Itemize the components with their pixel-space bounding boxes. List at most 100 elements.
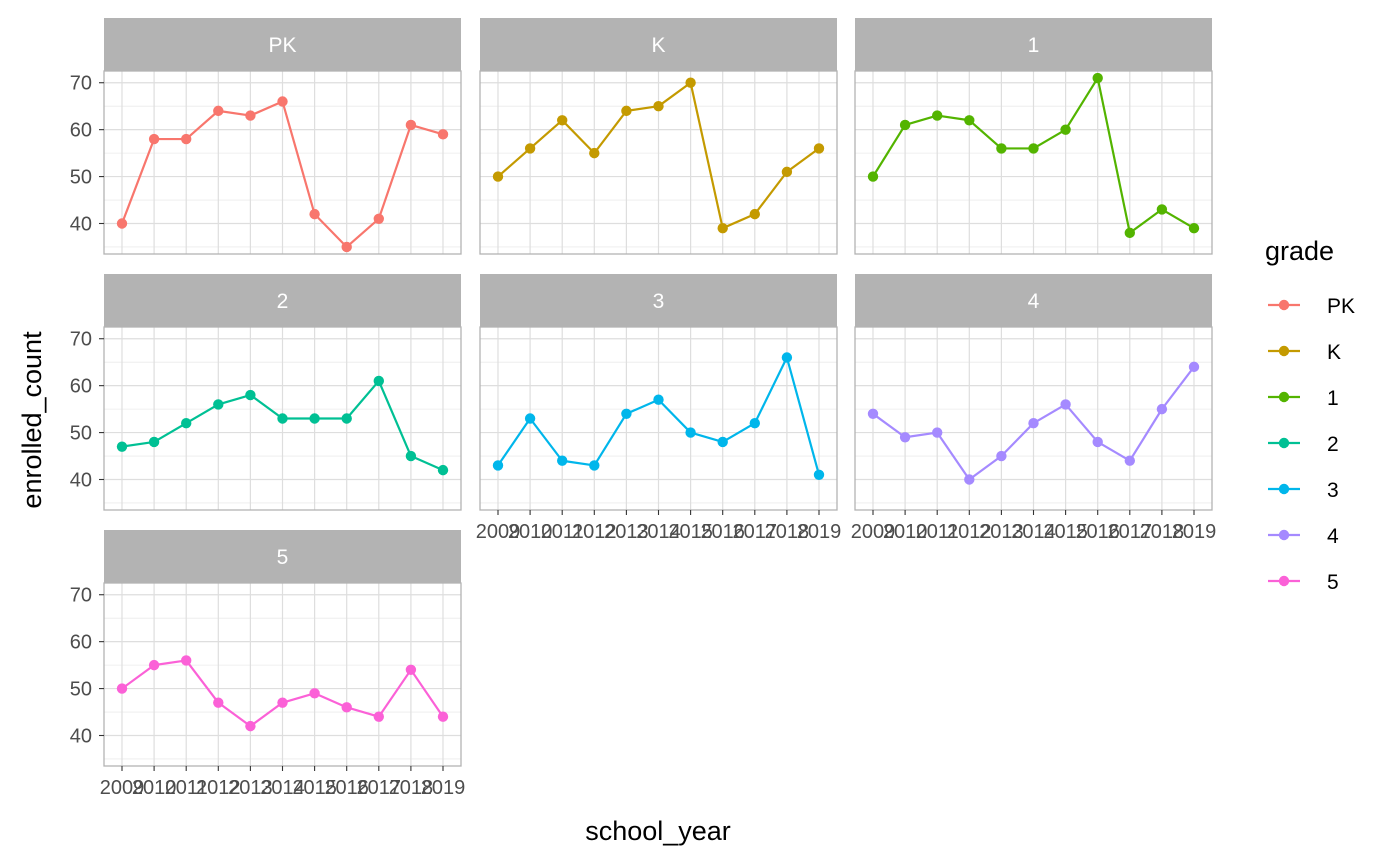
data-point — [621, 105, 632, 117]
facet-panel-K: K — [479, 18, 838, 255]
data-point — [899, 432, 911, 443]
data-point — [309, 688, 320, 699]
x-tick-label: 2016 — [1075, 521, 1120, 543]
x-tick-label: 2009 — [476, 521, 521, 543]
x-tick-label: 2012 — [572, 521, 617, 543]
data-point — [653, 394, 664, 405]
data-point — [437, 711, 449, 722]
facet-strip-label: 1 — [1028, 34, 1040, 57]
x-tick-label: 2011 — [916, 521, 959, 543]
data-point — [524, 413, 536, 424]
y-tick-label: 40 — [70, 726, 92, 748]
data-point — [1060, 399, 1071, 410]
data-point — [148, 659, 160, 671]
facet-strip — [104, 18, 461, 71]
facet-strip-label: 4 — [1028, 290, 1040, 313]
data-point — [964, 115, 975, 126]
data-point — [181, 133, 192, 145]
x-tick-label: 2014 — [636, 521, 681, 543]
data-point — [781, 352, 793, 363]
legend-key-point — [1278, 391, 1290, 403]
data-point — [341, 241, 352, 253]
data-point — [1092, 436, 1103, 448]
data-point — [899, 119, 911, 131]
data-point — [437, 129, 449, 140]
data-point — [245, 110, 256, 121]
data-point — [1156, 403, 1168, 415]
data-point — [213, 105, 224, 117]
data-point — [589, 460, 600, 471]
data-point — [309, 413, 320, 424]
facet-strip — [480, 18, 837, 71]
x-tick-label: 2014 — [260, 777, 305, 799]
data-point — [341, 413, 352, 424]
data-point — [116, 683, 128, 694]
data-point — [277, 413, 288, 424]
data-point — [653, 100, 664, 112]
data-point — [116, 441, 128, 452]
data-point — [373, 711, 384, 722]
data-point — [621, 408, 632, 420]
data-point — [996, 450, 1007, 462]
legend-key-point — [1278, 575, 1290, 587]
x-tick-label: 2013 — [228, 777, 273, 799]
x-tick-label: 2017 — [733, 521, 778, 543]
data-point — [932, 427, 943, 438]
y-tick-label: 40 — [70, 214, 92, 236]
x-tick-label: 2019 — [421, 777, 466, 799]
y-tick-label: 40 — [70, 470, 92, 492]
data-point — [524, 143, 536, 154]
legend-entry-label: PK — [1327, 295, 1355, 318]
legend-entry-label: 3 — [1327, 479, 1339, 502]
data-point — [213, 697, 224, 708]
data-point — [867, 408, 879, 420]
y-tick-label: 70 — [70, 585, 92, 607]
x-tick-label: 2013 — [604, 521, 649, 543]
x-tick-label: 2019 — [797, 521, 842, 543]
data-point — [1028, 417, 1039, 429]
x-tick-label: 2015 — [1043, 521, 1088, 543]
data-point — [277, 697, 288, 708]
legend-key-point — [1278, 437, 1290, 449]
facet-strip-label: 2 — [277, 290, 289, 313]
data-point — [749, 417, 760, 429]
legend: PK K 1 2 3 4 5 — [1268, 295, 1355, 594]
x-tick-label: 2011 — [541, 521, 584, 543]
x-tick-label: 2012 — [947, 521, 992, 543]
x-tick-label: 2019 — [1172, 521, 1217, 543]
data-point — [492, 171, 504, 182]
data-point — [1156, 204, 1168, 215]
data-point — [717, 222, 728, 234]
facet-strip-label: 5 — [277, 546, 289, 569]
legend-key-point — [1278, 299, 1290, 311]
legend-entry-label: 1 — [1327, 387, 1339, 410]
x-tick-label: 2010 — [132, 777, 177, 799]
data-point — [437, 464, 449, 476]
facet-strip — [855, 274, 1212, 327]
x-tick-label: 2013 — [979, 521, 1024, 543]
y-tick-label: 70 — [70, 73, 92, 95]
x-tick-label: 2017 — [1108, 521, 1153, 543]
panel-border — [479, 70, 838, 255]
facet-strip-label: PK — [268, 34, 296, 57]
data-point — [213, 399, 224, 410]
data-point — [1188, 222, 1200, 234]
x-tick-label: 2015 — [668, 521, 713, 543]
x-tick-label: 2011 — [165, 777, 208, 799]
data-point — [932, 110, 943, 121]
data-point — [589, 147, 600, 159]
data-point — [749, 208, 760, 220]
x-tick-label: 2018 — [765, 521, 810, 543]
data-point — [405, 664, 417, 676]
data-point — [181, 655, 192, 666]
data-point — [717, 436, 728, 448]
data-point — [405, 450, 417, 462]
y-tick-label: 60 — [70, 376, 92, 398]
facet-panel-2: 2 40 50 60 70 — [70, 274, 462, 511]
x-tick-label: 2018 — [1140, 521, 1185, 543]
facet-strip — [104, 274, 461, 327]
legend-entry-label: K — [1327, 341, 1341, 364]
data-point — [492, 460, 504, 471]
y-tick-label: 50 — [70, 167, 92, 189]
